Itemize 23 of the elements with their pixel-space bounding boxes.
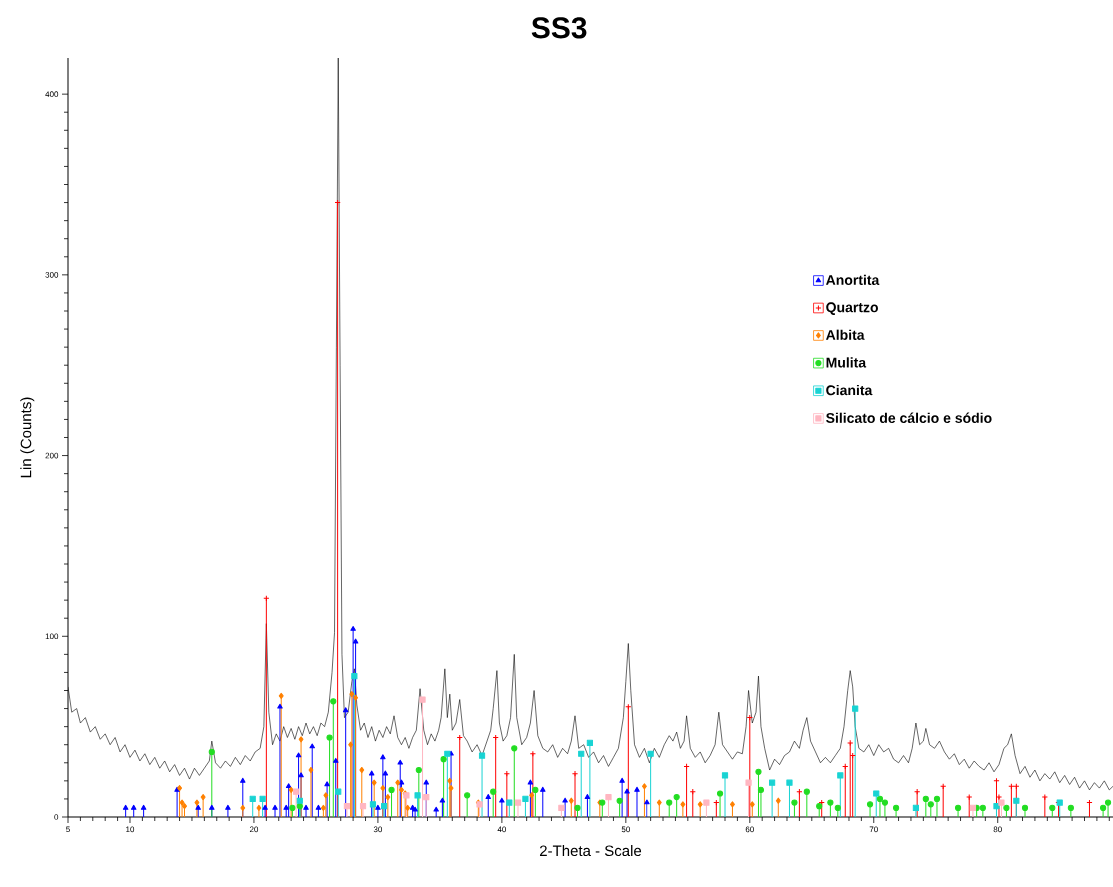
y-tick-label: 100 [45, 633, 59, 640]
legend-label: Cianita [826, 384, 873, 396]
x-tick-label: 5 [66, 826, 70, 833]
y-tick-label: 0 [54, 814, 59, 820]
y-tick-label: 400 [45, 91, 59, 97]
x-tick-label: 10 [126, 826, 135, 833]
legend-label: Silicato de cálcio e sódio [826, 412, 992, 423]
y-axis-title: Lin (Counts) [20, 397, 35, 478]
legend-label: Mulita [826, 357, 867, 368]
x-tick-label: 50 [621, 826, 630, 833]
y-tick-label: 300 [45, 272, 59, 278]
legend-label: Anortita [825, 274, 880, 286]
y-tick-label: 200 [45, 452, 59, 459]
x-tick-label: 30 [373, 826, 383, 833]
legend-label: Quartzo [826, 302, 878, 315]
x-axis-title: 2-Theta - Scale [539, 845, 642, 857]
x-tick-label: 70 [869, 826, 878, 833]
x-tick-label: 60 [745, 826, 754, 833]
chart-title: SS3 [531, 17, 587, 39]
x-tick-label: 80 [993, 826, 1002, 833]
x-tick-label: 40 [497, 826, 507, 833]
x-tick-label: 20 [249, 826, 259, 833]
legend-label: Albita [825, 329, 865, 340]
